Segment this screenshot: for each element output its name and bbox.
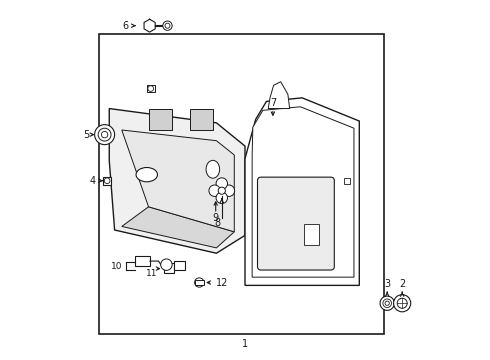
Text: 11: 11 <box>146 269 157 278</box>
Polygon shape <box>268 82 290 109</box>
Text: 8: 8 <box>215 218 220 228</box>
Text: 12: 12 <box>216 278 228 288</box>
Text: 6: 6 <box>123 21 129 31</box>
FancyBboxPatch shape <box>258 177 334 270</box>
Circle shape <box>218 187 225 194</box>
Bar <box>103 177 111 185</box>
Bar <box>147 85 155 93</box>
Polygon shape <box>122 207 234 248</box>
Text: 2: 2 <box>399 279 405 289</box>
Circle shape <box>104 178 110 184</box>
Circle shape <box>95 125 115 145</box>
Text: 4: 4 <box>90 176 96 186</box>
Circle shape <box>163 21 172 30</box>
Text: 9: 9 <box>213 213 219 223</box>
Text: 7: 7 <box>270 98 276 108</box>
Circle shape <box>216 192 227 203</box>
Ellipse shape <box>206 160 220 178</box>
Circle shape <box>148 86 153 91</box>
Circle shape <box>380 296 394 310</box>
Bar <box>344 178 350 184</box>
Text: 10: 10 <box>111 262 123 271</box>
Circle shape <box>101 131 108 138</box>
Circle shape <box>98 128 111 141</box>
Circle shape <box>223 185 235 197</box>
Bar <box>164 263 174 273</box>
Bar <box>135 256 150 266</box>
Bar <box>195 280 203 285</box>
Text: 5: 5 <box>83 130 90 140</box>
Polygon shape <box>190 109 213 130</box>
Ellipse shape <box>136 167 157 182</box>
Bar <box>98 33 384 334</box>
Circle shape <box>161 259 172 270</box>
Text: 1: 1 <box>242 339 248 349</box>
Polygon shape <box>144 19 155 32</box>
Polygon shape <box>109 109 245 253</box>
Circle shape <box>216 178 227 189</box>
Circle shape <box>383 299 392 307</box>
Circle shape <box>209 185 221 197</box>
Circle shape <box>195 278 204 287</box>
Bar <box>173 261 185 270</box>
Circle shape <box>385 301 390 305</box>
Polygon shape <box>122 130 234 232</box>
Polygon shape <box>245 98 359 285</box>
Circle shape <box>165 23 170 28</box>
Circle shape <box>397 298 407 308</box>
Polygon shape <box>148 109 172 130</box>
Text: 3: 3 <box>384 279 390 289</box>
Circle shape <box>393 295 411 312</box>
Polygon shape <box>252 107 354 277</box>
Bar <box>304 224 319 245</box>
